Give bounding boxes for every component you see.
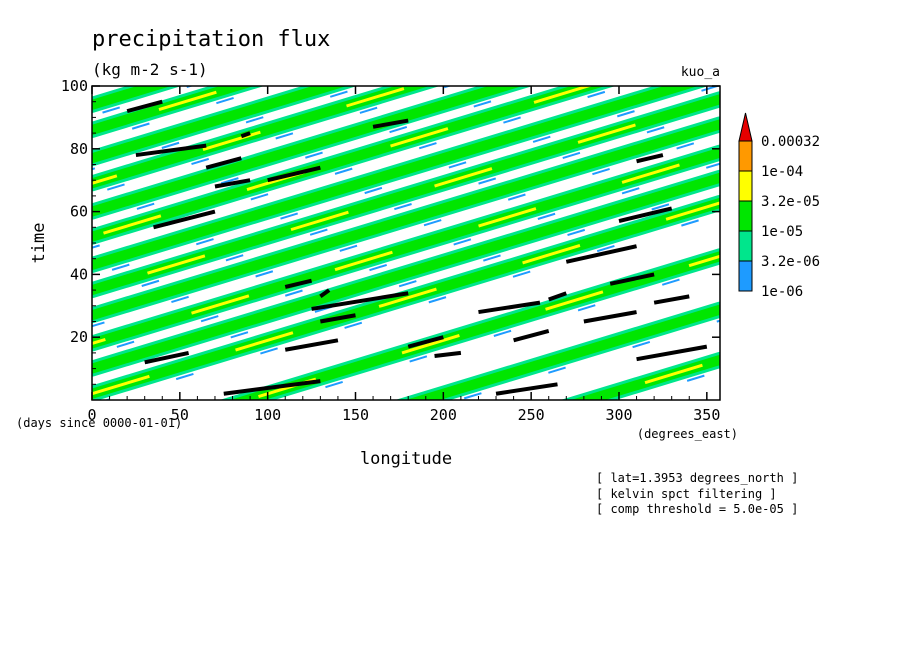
band-fringe	[92, 86, 720, 277]
colorbar-label: 3.2e-05	[761, 194, 820, 210]
colorbar: 1e-06 3.2e-06 1e-05 3.2e-05 1e-04 0.00032	[738, 112, 820, 300]
colorbar-label: 0.00032	[761, 134, 820, 150]
band-core	[92, 86, 594, 239]
composite-segment	[548, 291, 567, 302]
composite-segment	[284, 338, 339, 352]
composite-segment	[311, 291, 409, 311]
band-fringe	[92, 109, 720, 303]
annotation-latitude: [ lat=1.3953 degrees_north ]	[596, 471, 798, 485]
composite-segment	[205, 156, 242, 170]
composite-events	[126, 99, 708, 396]
y-axis-units: (days since 0000-01-01)	[16, 416, 182, 430]
colorbar-label: 1e-05	[761, 224, 803, 240]
band-body	[92, 86, 699, 270]
x-axis: 0 50 100 150 200 250 300 350	[87, 86, 720, 424]
colorbar-segment	[738, 230, 753, 262]
composite-segment	[653, 294, 690, 305]
band-body	[92, 119, 720, 321]
band-body	[570, 354, 720, 400]
band-core	[92, 86, 242, 132]
composite-segment	[240, 131, 251, 139]
band-core	[92, 151, 720, 345]
composite-segment	[223, 379, 321, 396]
composite-segment	[284, 278, 313, 289]
composite-segment	[478, 300, 541, 315]
band-body	[92, 86, 523, 217]
band-core	[241, 254, 720, 400]
composite-segment	[636, 344, 708, 362]
composite-segment	[152, 209, 216, 230]
band-fringe	[92, 187, 720, 381]
x-tick-label: 250	[518, 406, 545, 424]
composite-segment	[609, 272, 655, 286]
composite-segment	[372, 118, 409, 129]
x-axis-label: longitude	[360, 449, 452, 469]
chart-subtitle: (kg m-2 s-1)	[92, 60, 208, 79]
y-axis: 20 40 60 80 100	[61, 77, 720, 385]
composite-segment	[126, 99, 163, 114]
run-label: kuo_a	[681, 65, 720, 80]
composite-segment	[636, 153, 664, 164]
y-tick-label: 100	[61, 77, 88, 95]
composite-segment	[407, 335, 444, 349]
x-tick-label: 0	[87, 406, 96, 424]
x-tick-label: 50	[171, 406, 189, 424]
colorbar-segment	[738, 260, 753, 292]
x-tick-label: 100	[254, 406, 281, 424]
annotation-filtering: [ kelvin spct filtering ]	[596, 487, 777, 501]
colorbar-segment	[738, 170, 753, 202]
colorbar-overflow-arrow	[738, 112, 753, 142]
colorbar-label: 1e-06	[761, 284, 803, 300]
colorbar-segment	[738, 200, 753, 232]
x-tick-label: 200	[430, 406, 457, 424]
chart-title: precipitation flux	[92, 27, 330, 52]
band-core	[92, 97, 720, 292]
band-core	[92, 201, 720, 396]
composite-segment	[135, 143, 207, 158]
precip-bands	[92, 86, 720, 400]
band-body	[92, 86, 430, 189]
composite-segment	[214, 178, 251, 189]
composite-segment	[495, 382, 558, 396]
y-tick-label: 40	[70, 265, 88, 283]
band-body	[92, 86, 347, 164]
y-tick-label: 80	[70, 140, 88, 158]
annotation-threshold: [ comp threshold = 5.0e-05 ]	[596, 502, 798, 516]
x-axis-units: (degrees_east)	[637, 427, 738, 441]
colorbar-label: 1e-04	[761, 164, 803, 180]
composite-segment	[320, 313, 356, 324]
band-body	[405, 304, 720, 400]
x-tick-label: 300	[605, 406, 632, 424]
composite-segment	[513, 328, 550, 343]
composite-segment	[618, 206, 673, 223]
colorbar-segment	[738, 140, 753, 172]
colorbar-label: 3.2e-06	[761, 254, 820, 270]
composite-segment	[144, 350, 190, 365]
composite-segment	[434, 350, 462, 359]
y-tick-label: 60	[70, 203, 88, 221]
x-tick-label: 150	[342, 406, 369, 424]
composite-segment	[267, 165, 321, 183]
band-fringe	[92, 86, 545, 224]
x-tick-label: 350	[693, 406, 720, 424]
band-body	[92, 172, 720, 374]
composite-segment	[319, 288, 331, 299]
composite-segment	[565, 244, 637, 264]
band-fringe	[92, 86, 452, 196]
y-tick-label: 20	[70, 328, 88, 346]
y-axis-label: time	[29, 223, 49, 264]
composite-segment	[583, 310, 637, 324]
